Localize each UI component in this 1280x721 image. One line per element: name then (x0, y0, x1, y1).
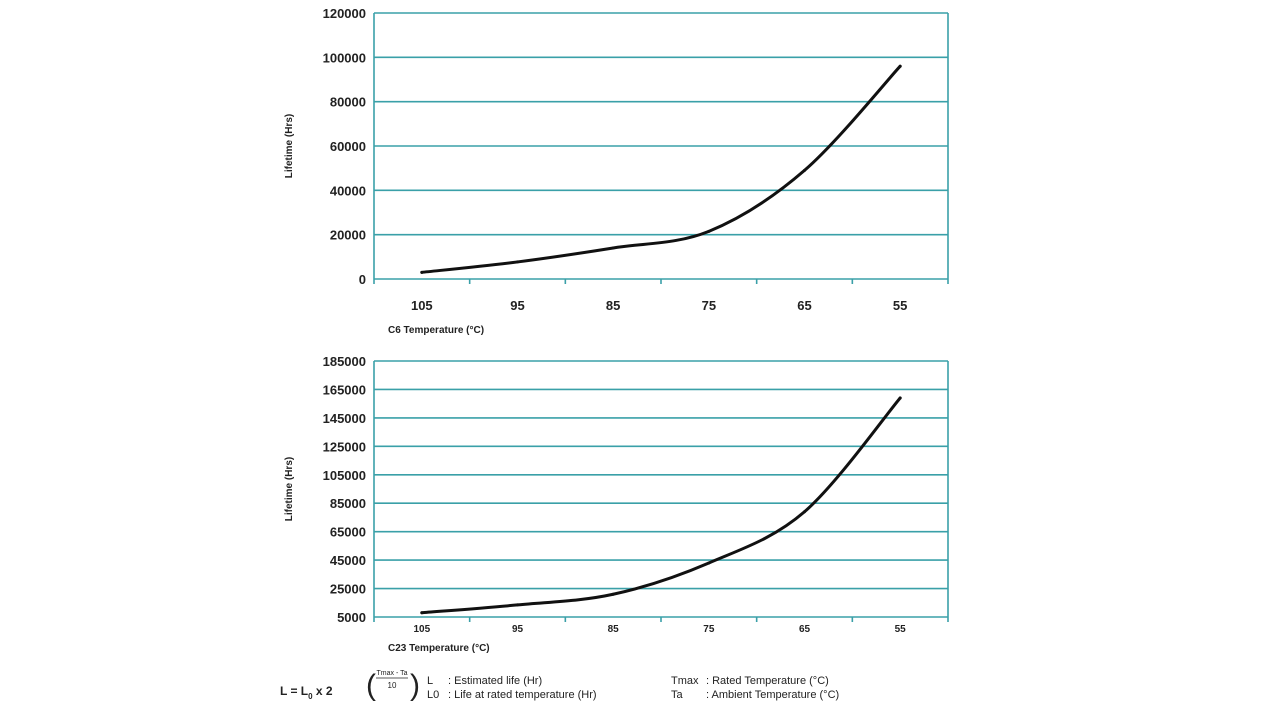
legend-text: : Rated Temperature (°C) (706, 675, 829, 687)
lifetime-curve (420, 396, 902, 615)
x-tick-label: 75 (702, 298, 716, 313)
y-tick-label: 165000 (323, 382, 366, 397)
formula: L = L0 x 2 ( Tmax - Ta 10 ) (280, 669, 420, 702)
y-axis-label: Lifetime (Hrs) (284, 457, 295, 521)
legend-symbol: L0 (427, 689, 439, 701)
data-point (611, 592, 615, 596)
legend-text: : Life at rated temperature (Hr) (448, 689, 597, 701)
formula-exp-denominator: 10 (388, 681, 397, 690)
data-point (898, 64, 902, 68)
x-axis-label: C6 Temperature (°C) (388, 325, 484, 336)
data-point (516, 260, 519, 264)
formula-lhs: L = L0 x 2 (280, 684, 333, 701)
x-tick-label: 55 (895, 624, 907, 635)
chart-c6: 0 20000 40000 60000 80000 100000 120000 105 95 85… (284, 6, 949, 336)
x-tick-label: 55 (893, 298, 907, 313)
y-tick-label: 105000 (323, 468, 366, 483)
x-tick-label: 95 (512, 624, 524, 635)
x-tick-label: 105 (411, 298, 433, 313)
y-tick-label: 125000 (323, 439, 366, 454)
x-tick-label: 95 (510, 298, 524, 313)
legend: L : Estimated life (Hr) L0 : Life at rat… (427, 675, 839, 701)
y-tick-label: 20000 (330, 228, 366, 243)
y-tick-label: 80000 (330, 95, 366, 110)
x-tick-label: 75 (703, 624, 715, 635)
formula-exp-numerator: Tmax - Ta (377, 670, 408, 677)
x-tick-label: 65 (799, 624, 811, 635)
y-tick-label: 60000 (330, 139, 366, 154)
data-point (803, 510, 806, 514)
y-tick-label: 100000 (323, 50, 366, 65)
legend-symbol: L (427, 675, 433, 687)
data-point (516, 603, 519, 607)
formula-close-paren: ) (410, 669, 420, 702)
y-tick-label: 85000 (330, 496, 366, 511)
legend-text: : Ambient Temperature (°C) (706, 689, 839, 701)
data-point (898, 396, 902, 400)
y-tick-label: 45000 (330, 553, 366, 568)
legend-text: : Estimated life (Hr) (448, 675, 542, 687)
y-axis-label: Lifetime (Hrs) (284, 114, 295, 178)
y-tick-label: 120000 (323, 6, 366, 21)
legend-symbol: Tmax (671, 675, 699, 687)
data-point (707, 561, 711, 565)
x-tick-label: 105 (413, 624, 430, 635)
data-point (707, 229, 711, 233)
y-tick-label: 65000 (330, 525, 366, 540)
x-tick-label: 65 (797, 298, 811, 313)
lifetime-curve (420, 64, 902, 274)
x-tick-label: 85 (606, 298, 620, 313)
y-tick-label: 0 (359, 272, 366, 287)
x-axis-label: C23 Temperature (°C) (388, 643, 490, 654)
x-tick-label: 85 (608, 624, 620, 635)
y-tick-label: 5000 (337, 610, 366, 625)
data-point (420, 611, 424, 615)
formula-open-paren: ( (366, 669, 376, 702)
legend-symbol: Ta (671, 689, 684, 701)
data-point (420, 270, 424, 274)
y-tick-label: 185000 (323, 354, 366, 369)
y-tick-label: 145000 (323, 411, 366, 426)
y-tick-label: 25000 (330, 582, 366, 597)
data-point (611, 246, 615, 250)
chart-c23: 5000 25000 45000 65000 85000 105000 125000 1450… (284, 354, 949, 654)
data-point (803, 168, 806, 172)
y-tick-label: 40000 (330, 183, 366, 198)
